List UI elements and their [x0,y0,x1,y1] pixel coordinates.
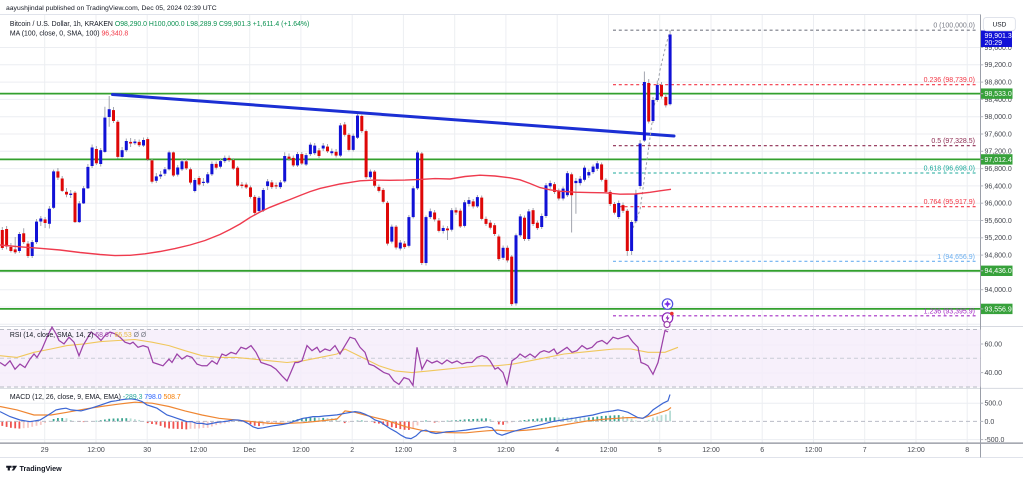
svg-text:12:00: 12:00 [292,447,310,454]
svg-text:12:00: 12:00 [600,447,618,454]
svg-text:8: 8 [965,447,969,454]
svg-text:98,000.0: 98,000.0 [985,114,1012,121]
svg-text:99,901.3: 99,901.3 [985,33,1012,40]
svg-text:1.236 (93,395.9): 1.236 (93,395.9) [924,308,975,315]
svg-text:12:00: 12:00 [87,447,105,454]
svg-text:12:00: 12:00 [497,447,515,454]
svg-text:-500.0: -500.0 [985,437,1005,444]
svg-text:6: 6 [760,447,764,454]
svg-text:97,600.0: 97,600.0 [985,131,1012,138]
svg-text:0.764 (95,917.9): 0.764 (95,917.9) [924,199,975,206]
svg-text:94,800.0: 94,800.0 [985,253,1012,260]
svg-text:94,436.0: 94,436.0 [985,268,1012,275]
svg-text:0.5 (97,328.5): 0.5 (97,328.5) [931,138,975,145]
svg-text:aayushjindal published on Trad: aayushjindal published on TradingView.co… [6,5,217,12]
svg-text:MA (100, close, 0, SMA, 100): MA (100, close, 0, SMA, 100) 96,340.8 [10,30,129,37]
svg-text:30: 30 [143,447,151,454]
svg-text:7: 7 [863,447,867,454]
svg-text:5: 5 [658,447,662,454]
svg-text:12:00: 12:00 [907,447,925,454]
svg-text:96,000.0: 96,000.0 [985,201,1012,208]
svg-text:94,000.0: 94,000.0 [985,287,1012,294]
svg-text:20:29: 20:29 [985,40,1003,47]
svg-text:12:00: 12:00 [805,447,823,454]
svg-text:40.00: 40.00 [985,370,1003,377]
svg-text:MACD (12, 26, close, 9, EMA, E: MACD (12, 26, close, 9, EMA, EMA) -289.3… [10,394,181,401]
svg-text:99,200.0: 99,200.0 [985,62,1012,69]
svg-text:12:00: 12:00 [190,447,208,454]
svg-text:RSI (14, close, SMA, 14, 2) 6: RSI (14, close, SMA, 14, 2) 68.67 66.53 … [10,332,147,339]
svg-text:4: 4 [555,447,559,454]
svg-text:0 (100,000.0): 0 (100,000.0) [933,23,975,30]
svg-text:12:00: 12:00 [395,447,413,454]
svg-text:TradingView: TradingView [20,464,63,473]
svg-text:93,556.9: 93,556.9 [985,306,1012,313]
svg-text:0.236 (98,739.0): 0.236 (98,739.0) [924,77,975,84]
svg-text:0.618 (96,698.0): 0.618 (96,698.0) [924,166,975,173]
svg-text:USD: USD [992,21,1006,28]
svg-text:29: 29 [41,447,49,454]
svg-text:1 (94,656.9): 1 (94,656.9) [937,254,975,261]
svg-text:500.0: 500.0 [985,401,1003,408]
svg-text:96,400.0: 96,400.0 [985,183,1012,190]
svg-text:12:00: 12:00 [702,447,720,454]
svg-text:95,200.0: 95,200.0 [985,235,1012,242]
svg-text:98,800.0: 98,800.0 [985,80,1012,87]
svg-text:95,600.0: 95,600.0 [985,218,1012,225]
svg-text:97,012.4: 97,012.4 [985,157,1012,164]
svg-text:Bitcoin / U.S. Dollar, 1h, KRA: Bitcoin / U.S. Dollar, 1h, KRAKEN O98,29… [10,21,309,28]
svg-text:98,533.0: 98,533.0 [985,91,1012,98]
svg-text:60.00: 60.00 [985,341,1003,348]
svg-text:Dec: Dec [243,447,256,454]
svg-text:96,800.0: 96,800.0 [985,166,1012,173]
svg-text:2: 2 [350,447,354,454]
svg-text:3: 3 [453,447,457,454]
svg-text:0.0: 0.0 [985,419,995,426]
